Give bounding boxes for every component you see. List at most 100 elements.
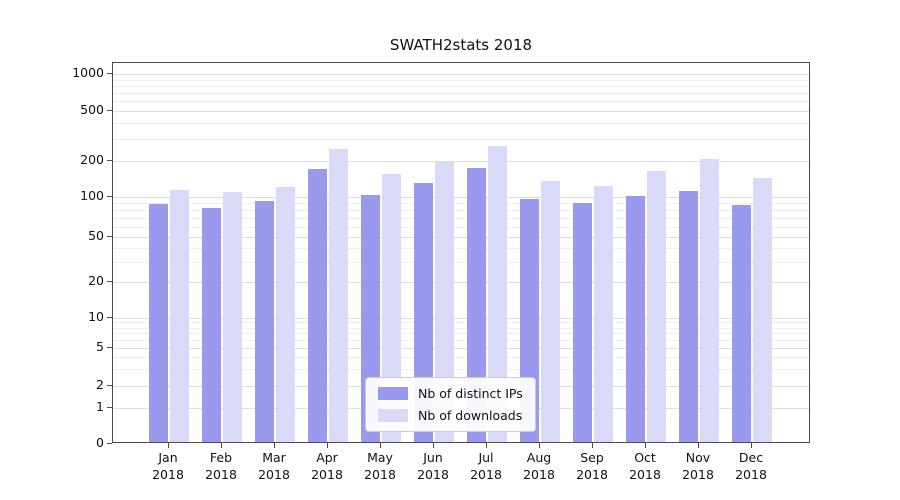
bar-downloads [223, 191, 242, 442]
y-tick-label: 500 [80, 102, 104, 117]
x-tick-mark [327, 443, 328, 448]
minor-gridline [113, 217, 809, 219]
legend-swatch-icon [378, 409, 408, 422]
x-tick-label: Mar 2018 [258, 450, 290, 482]
major-gridline [113, 160, 809, 162]
bar-downloads [170, 190, 189, 442]
bar-downloads [753, 177, 772, 442]
x-tick-label: Feb 2018 [205, 450, 237, 482]
legend-swatch-icon [378, 387, 408, 400]
minor-gridline [113, 322, 809, 324]
minor-gridline [113, 357, 809, 359]
minor-gridline [113, 101, 809, 103]
minor-gridline [113, 226, 809, 228]
y-tick-mark [107, 236, 112, 238]
y-tick-label: 50 [88, 228, 104, 244]
minor-gridline [113, 248, 809, 250]
bar-distinct-ips [626, 195, 645, 442]
y-tick-mark [107, 159, 112, 161]
y-tick-mark [107, 316, 112, 318]
y-tick-mark [107, 73, 112, 75]
x-tick-label: Aug 2018 [523, 450, 555, 482]
x-tick-label: Apr 2018 [311, 450, 343, 482]
bar-distinct-ips [308, 168, 327, 442]
minor-gridline [113, 79, 809, 81]
minor-gridline [113, 369, 809, 371]
bar-downloads [541, 181, 560, 442]
x-tick-mark [380, 443, 381, 448]
y-tick-label: 1000 [72, 65, 104, 81]
minor-gridline [113, 340, 809, 342]
x-tick-mark [221, 443, 222, 448]
bar-distinct-ips [679, 191, 698, 442]
x-tick-mark [539, 443, 540, 448]
y-tick-label: 100 [80, 188, 104, 204]
minor-gridline [113, 327, 809, 329]
y-tick-label: 10 [88, 308, 104, 324]
x-tick-mark [592, 443, 593, 448]
minor-gridline [113, 209, 809, 211]
major-gridline [113, 74, 809, 76]
minor-gridline [113, 93, 809, 95]
chart-title: SWATH2stats 2018 [389, 36, 533, 54]
bar-downloads [382, 173, 401, 442]
bar-distinct-ips [202, 208, 221, 442]
x-tick-mark [751, 443, 752, 448]
x-tick-mark [274, 443, 275, 448]
y-tick-mark [107, 346, 112, 348]
y-tick-label: 20 [88, 273, 104, 289]
bar-downloads [700, 158, 719, 442]
y-tick-mark [107, 110, 112, 111]
y-tick-label: 2 [96, 377, 104, 393]
y-tick-label: 0 [96, 435, 104, 450]
x-tick-label: Nov 2018 [682, 450, 714, 482]
bar-distinct-ips [573, 203, 592, 442]
bar-distinct-ips [732, 205, 751, 442]
minor-gridline [113, 203, 809, 205]
x-tick-label: Sep 2018 [576, 450, 608, 482]
major-gridline [113, 317, 809, 319]
x-tick-mark [486, 443, 487, 448]
minor-gridline [113, 262, 809, 264]
legend-entry: Nb of downloads [378, 408, 523, 423]
major-gridline [113, 282, 809, 284]
y-tick-mark [107, 406, 112, 408]
y-tick-label: 1 [96, 398, 104, 414]
bar-downloads [276, 187, 295, 442]
bar-downloads [647, 170, 666, 442]
y-tick-label: 200 [80, 151, 104, 167]
minor-gridline [113, 138, 809, 140]
major-gridline [113, 347, 809, 349]
bar-downloads [329, 149, 348, 442]
legend-label: Nb of downloads [418, 408, 523, 423]
major-gridline [113, 111, 809, 112]
bar-downloads [435, 161, 454, 442]
legend-label: Nb of distinct IPs [418, 386, 523, 401]
x-tick-label: Jun 2018 [417, 450, 449, 482]
y-tick-label: 5 [96, 338, 104, 354]
bar-downloads [594, 185, 613, 442]
major-gridline [113, 237, 809, 239]
bar-downloads [488, 145, 507, 442]
x-tick-label: May 2018 [364, 450, 396, 482]
legend-entry: Nb of distinct IPs [378, 386, 523, 401]
major-gridline [113, 197, 809, 199]
x-tick-label: Dec 2018 [735, 450, 767, 482]
x-tick-label: Jul 2018 [470, 450, 502, 482]
y-tick-mark [107, 385, 112, 387]
bar-distinct-ips [467, 168, 486, 442]
y-tick-mark [107, 196, 112, 198]
bar-distinct-ips [255, 201, 274, 442]
x-tick-mark [168, 443, 169, 448]
x-tick-label: Jan 2018 [152, 450, 184, 482]
legend: Nb of distinct IPs Nb of downloads [365, 377, 536, 432]
x-tick-mark [645, 443, 646, 448]
minor-gridline [113, 123, 809, 125]
plot-area: Nb of distinct IPs Nb of downloads [112, 62, 810, 443]
x-tick-mark [698, 443, 699, 448]
y-tick-mark [107, 281, 112, 283]
y-tick-mark [107, 443, 112, 444]
bar-distinct-ips [149, 203, 168, 442]
minor-gridline [113, 333, 809, 335]
